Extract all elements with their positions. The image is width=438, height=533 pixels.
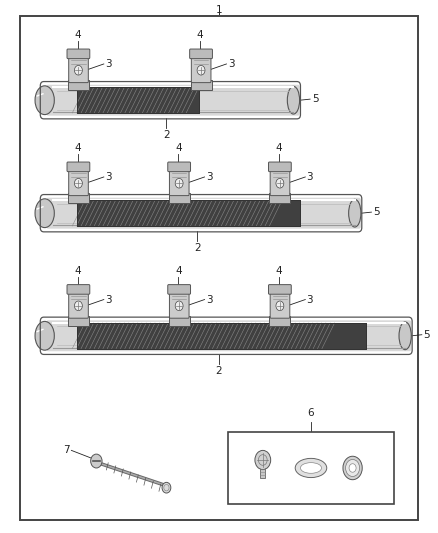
Text: 4: 4 — [175, 143, 182, 153]
FancyBboxPatch shape — [69, 168, 88, 196]
Bar — [77, 200, 300, 226]
Ellipse shape — [35, 321, 54, 350]
Text: 3: 3 — [105, 172, 112, 182]
Circle shape — [255, 450, 271, 470]
FancyBboxPatch shape — [268, 285, 291, 294]
FancyBboxPatch shape — [46, 85, 300, 116]
Circle shape — [276, 301, 284, 311]
FancyBboxPatch shape — [268, 162, 291, 172]
Circle shape — [175, 301, 183, 311]
FancyBboxPatch shape — [67, 49, 90, 59]
Circle shape — [91, 454, 102, 468]
FancyBboxPatch shape — [46, 198, 361, 229]
Circle shape — [74, 66, 82, 75]
FancyBboxPatch shape — [67, 162, 90, 172]
Ellipse shape — [35, 199, 54, 228]
FancyBboxPatch shape — [170, 168, 189, 196]
Text: 7: 7 — [64, 446, 70, 455]
Ellipse shape — [287, 86, 300, 114]
FancyBboxPatch shape — [170, 290, 189, 318]
FancyBboxPatch shape — [67, 285, 90, 294]
Bar — [269, 193, 290, 203]
Bar — [77, 323, 366, 349]
Bar — [269, 316, 290, 326]
Bar — [68, 80, 89, 90]
Bar — [68, 193, 89, 203]
Bar — [77, 87, 199, 113]
Bar — [260, 459, 265, 478]
Bar — [77, 200, 300, 226]
FancyBboxPatch shape — [168, 285, 191, 294]
Text: 4: 4 — [74, 265, 81, 276]
Circle shape — [343, 456, 362, 480]
Circle shape — [74, 301, 82, 311]
Bar — [77, 323, 366, 349]
FancyBboxPatch shape — [270, 168, 290, 196]
Circle shape — [276, 179, 284, 188]
Circle shape — [162, 482, 171, 493]
Text: 6: 6 — [307, 408, 314, 418]
Bar — [68, 316, 89, 326]
Text: 3: 3 — [206, 295, 212, 304]
Text: 2: 2 — [215, 366, 223, 376]
Circle shape — [74, 179, 82, 188]
FancyBboxPatch shape — [46, 320, 411, 351]
Circle shape — [346, 459, 360, 477]
Bar — [169, 316, 190, 326]
Text: 3: 3 — [228, 59, 234, 69]
Text: 4: 4 — [74, 143, 81, 153]
FancyBboxPatch shape — [190, 49, 212, 59]
Text: 5: 5 — [312, 94, 318, 104]
Circle shape — [197, 66, 205, 75]
Ellipse shape — [295, 458, 327, 478]
Text: 4: 4 — [276, 143, 283, 153]
Text: 2: 2 — [163, 130, 170, 140]
Text: 3: 3 — [105, 295, 112, 304]
Text: 4: 4 — [175, 265, 182, 276]
Bar — [191, 80, 212, 90]
Ellipse shape — [35, 86, 54, 115]
Text: 5: 5 — [373, 207, 380, 217]
Text: 3: 3 — [307, 295, 313, 304]
Text: 4: 4 — [197, 30, 204, 40]
Text: 5: 5 — [424, 330, 430, 340]
FancyBboxPatch shape — [191, 55, 211, 83]
Circle shape — [349, 464, 356, 472]
Bar — [169, 193, 190, 203]
Bar — [228, 432, 394, 504]
Text: 2: 2 — [194, 243, 201, 253]
Bar — [77, 87, 199, 113]
Text: 3: 3 — [105, 59, 112, 69]
Text: 1: 1 — [215, 5, 223, 14]
FancyBboxPatch shape — [270, 290, 290, 318]
Ellipse shape — [399, 322, 411, 350]
Text: 3: 3 — [206, 172, 212, 182]
Ellipse shape — [300, 463, 321, 473]
Circle shape — [175, 179, 183, 188]
Text: 4: 4 — [74, 30, 81, 40]
FancyBboxPatch shape — [69, 290, 88, 318]
Text: 4: 4 — [276, 265, 283, 276]
Ellipse shape — [349, 199, 361, 227]
FancyBboxPatch shape — [69, 55, 88, 83]
Text: 3: 3 — [307, 172, 313, 182]
FancyBboxPatch shape — [168, 162, 191, 172]
